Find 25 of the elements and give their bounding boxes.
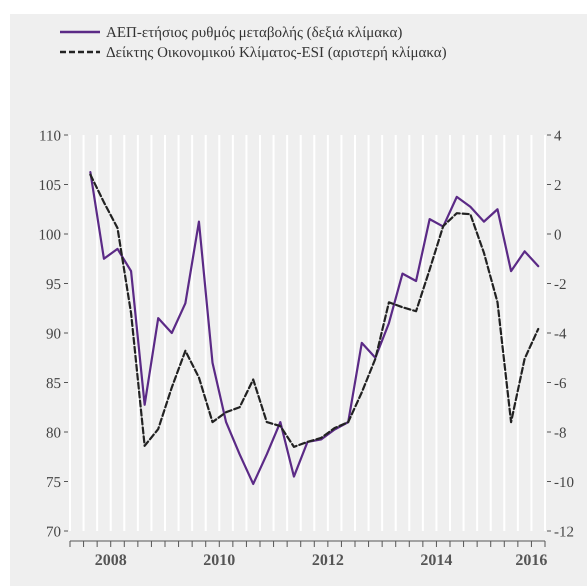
x-tick-label: 2010 bbox=[203, 552, 236, 569]
y-tick-label: 95 bbox=[46, 276, 61, 293]
y-tick-label: 75 bbox=[46, 474, 61, 491]
legend-label: Δείκτης Οικονομικού Κλίματος-ESI (αριστερή κλίμακα) bbox=[106, 45, 447, 61]
legend-label: ΑΕΠ-ετήσιος ρυθμός μεταβολής (δεξιά κλίμακα) bbox=[106, 25, 402, 41]
y2-tick-label: -4 bbox=[554, 326, 567, 342]
y2-tick-label: -12 bbox=[554, 524, 574, 540]
y-tick-label: 80 bbox=[46, 425, 61, 442]
y2-tick-label: 4 bbox=[554, 128, 562, 144]
x-tick-label: 2012 bbox=[312, 552, 344, 569]
y2-tick-label: 0 bbox=[554, 227, 562, 244]
y-tick-label: 85 bbox=[46, 376, 61, 392]
y2-tick-label: 2 bbox=[554, 178, 562, 194]
y-tick-label: 105 bbox=[38, 178, 61, 194]
y-tick-label: 100 bbox=[38, 227, 61, 244]
x-tick-label: 2008 bbox=[94, 552, 127, 569]
y-tick-label: 90 bbox=[46, 326, 61, 342]
y-tick-label: 70 bbox=[46, 524, 61, 540]
y-tick-label: 110 bbox=[39, 128, 61, 144]
y2-tick-label: -2 bbox=[554, 276, 566, 293]
y2-tick-label: -6 bbox=[554, 376, 567, 392]
x-tick-label: 2014 bbox=[420, 552, 452, 569]
y2-tick-label: -10 bbox=[554, 474, 574, 491]
y2-tick-label: -8 bbox=[554, 425, 566, 442]
x-tick-label: 2016 bbox=[515, 552, 548, 569]
